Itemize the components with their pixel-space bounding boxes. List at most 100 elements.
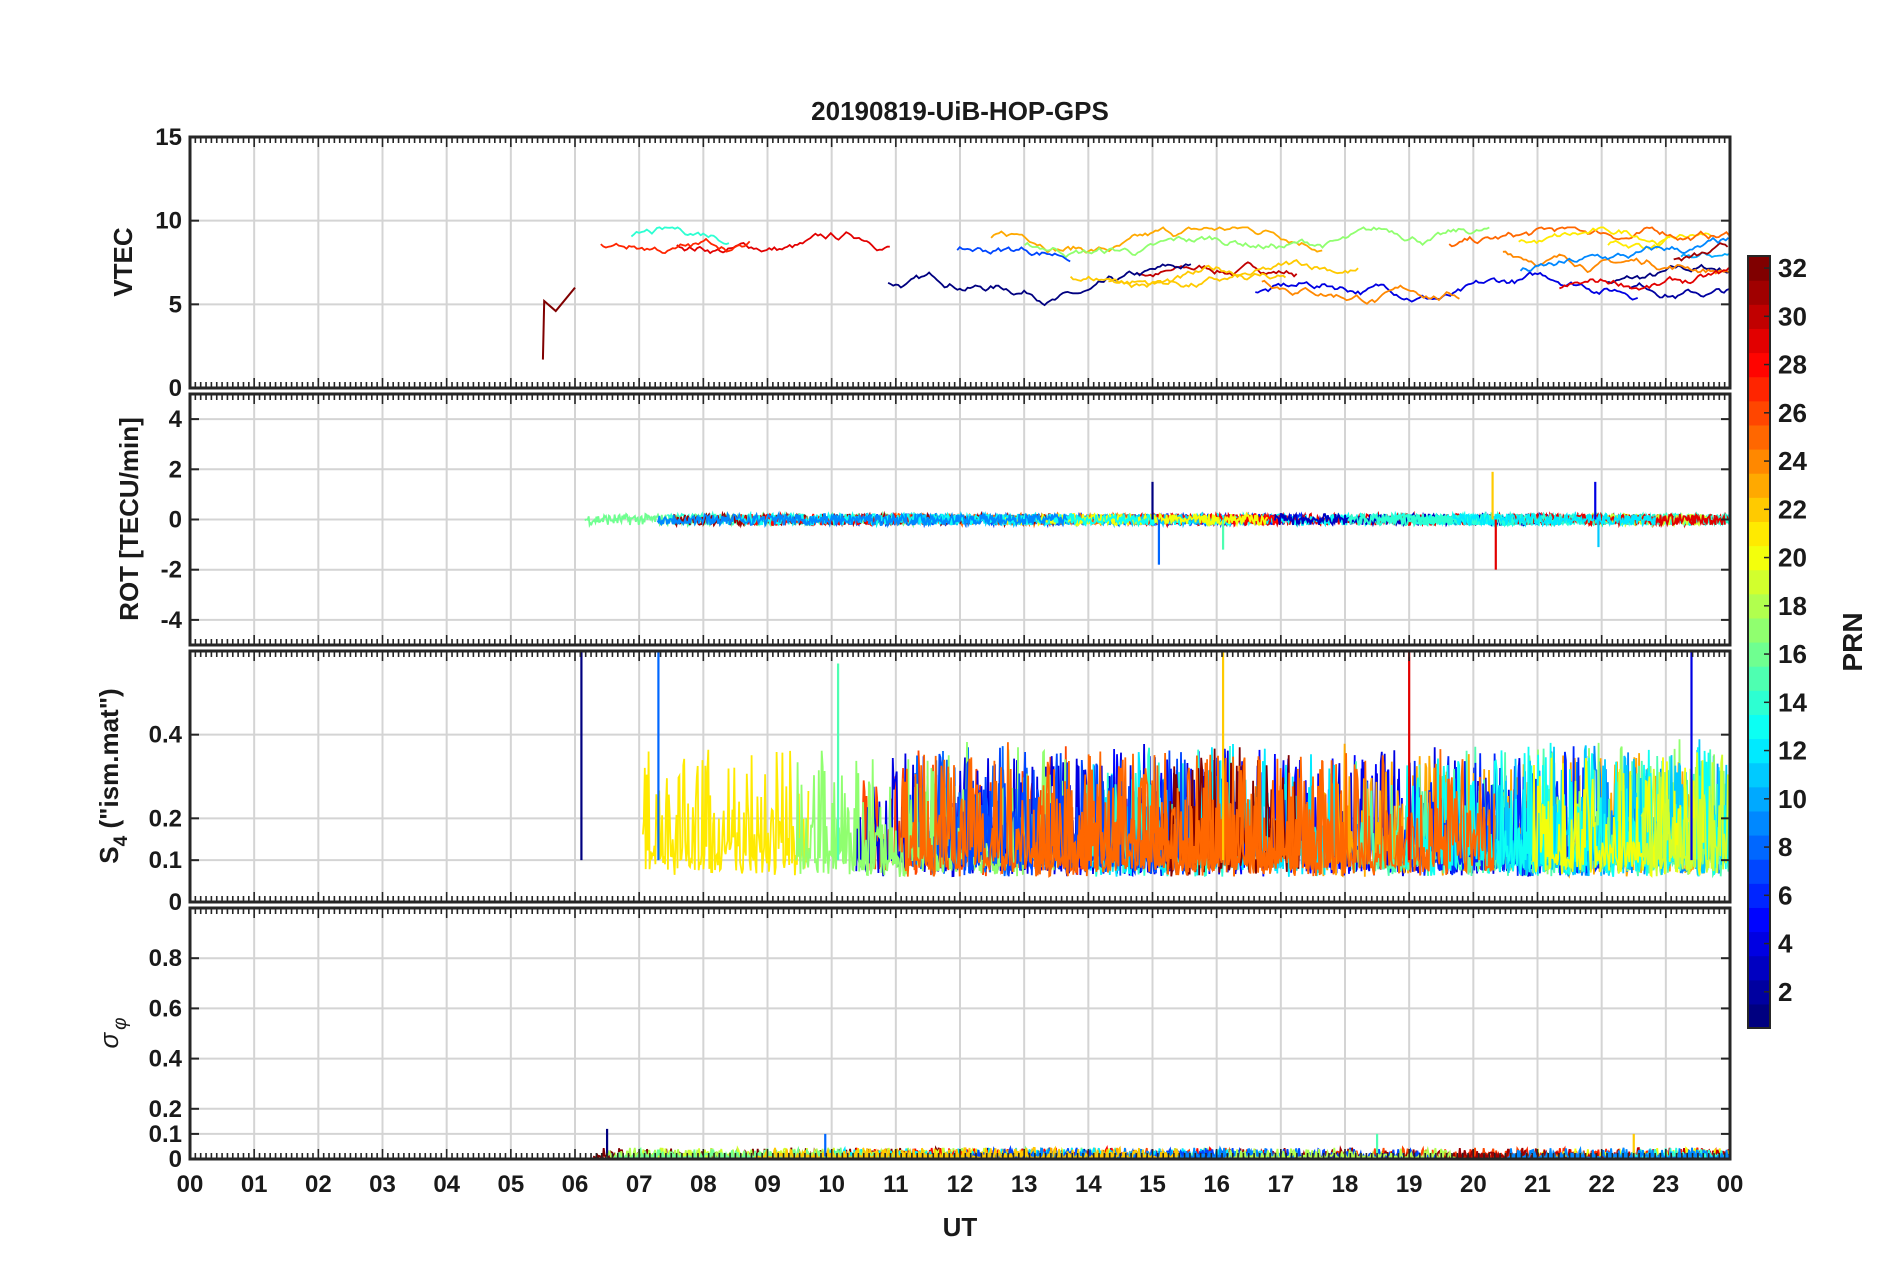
colorbar-tick-label: 30 — [1778, 301, 1807, 331]
x-tick-label: 08 — [690, 1171, 717, 1198]
x-tick-label: 18 — [1332, 1171, 1359, 1198]
colorbar-band — [1748, 593, 1770, 619]
vtec-prn-trace — [1519, 236, 1730, 272]
x-tick-label: 13 — [1011, 1171, 1038, 1198]
sigma-ytick-label: 0.4 — [149, 1046, 183, 1073]
vtec-prn-trace — [1448, 226, 1730, 248]
s4-ytick-label: 0.1 — [149, 847, 182, 874]
rot-prn-trace — [1452, 511, 1657, 528]
rot-ylabel: ROT [TECU/min] — [114, 417, 144, 621]
colorbar-band — [1748, 738, 1770, 764]
sigma-axes-frame — [188, 906, 1732, 1161]
vtec-prn-trace — [1261, 279, 1460, 305]
vtec-prn-trace — [1673, 242, 1729, 262]
x-axis-label: UT — [943, 1212, 978, 1242]
colorbar-band — [1748, 979, 1770, 1005]
colorbar-band — [1748, 473, 1770, 498]
s4-axes-frame — [188, 649, 1732, 904]
rot-traces — [584, 471, 1730, 570]
sigma-prn-trace — [1225, 1145, 1456, 1159]
rot-ytick-label: 4 — [169, 406, 183, 433]
x-tick-label: 23 — [1652, 1171, 1679, 1198]
vtec-prn-trace — [1255, 271, 1638, 303]
colorbar-tick-label: 28 — [1778, 350, 1807, 380]
x-tick-label: 19 — [1396, 1171, 1423, 1198]
x-tick-label: 06 — [562, 1171, 589, 1198]
colorbar-band — [1748, 569, 1770, 595]
x-tick-label: 20 — [1460, 1171, 1487, 1198]
x-tick-label: 12 — [947, 1171, 974, 1198]
s4-ylabel-rest: ("ism.mat") — [94, 688, 124, 835]
colorbar-tick-label: 2 — [1778, 977, 1792, 1007]
x-tick-label: 10 — [818, 1171, 845, 1198]
colorbar-band — [1748, 352, 1770, 378]
colorbar-frame — [1747, 255, 1771, 1029]
vtec-ytick-label: 5 — [169, 291, 182, 318]
colorbar-tick-label: 6 — [1778, 880, 1792, 910]
s4-prn-trace — [1405, 742, 1730, 877]
sigma-ylabel: σφ — [94, 1017, 131, 1048]
s4-prn-trace — [1640, 752, 1730, 877]
rot-ytick-label: 0 — [169, 507, 182, 534]
colorbar-band — [1748, 690, 1770, 715]
sigma-ytick-label: 0.6 — [149, 995, 182, 1022]
colorbar-band — [1748, 1003, 1770, 1029]
colorbar-tick-label: 18 — [1778, 591, 1807, 621]
colorbar-band — [1748, 859, 1770, 884]
sigma-ytick-label: 0.2 — [149, 1096, 182, 1123]
vtec-prn-trace — [1628, 281, 1730, 300]
colorbar-band — [1748, 762, 1770, 788]
vtec-ytick-label: 0 — [169, 375, 182, 402]
x-tick-label: 02 — [305, 1171, 332, 1198]
rot-prn-trace — [656, 510, 1068, 529]
vtec-prn-trace — [1108, 264, 1287, 289]
colorbar-band — [1748, 666, 1770, 691]
x-tick-label: 00 — [177, 1171, 204, 1198]
colorbar-band — [1748, 883, 1770, 908]
colorbar-tick-label: 16 — [1778, 639, 1807, 669]
vtec-prn-trace — [1607, 232, 1712, 251]
colorbar-band — [1748, 810, 1770, 836]
colorbar-band — [1748, 280, 1770, 305]
x-tick-label: 11 — [883, 1171, 908, 1198]
vtec-prn-trace — [1024, 226, 1490, 259]
colorbar-tick-label: 12 — [1778, 736, 1807, 766]
rot-prn-trace — [1576, 512, 1726, 529]
vtec-prn-trace — [676, 231, 890, 255]
x-tick-label: 21 — [1524, 1171, 1551, 1198]
s4-ylabel-sub: 4 — [111, 835, 132, 846]
colorbar-band — [1748, 786, 1770, 812]
colorbar-band — [1748, 497, 1770, 522]
s4-ytick-label: 0.2 — [149, 805, 182, 832]
vtec-traces — [541, 226, 1730, 360]
s4-ylabel: S4 ("ism.mat") — [94, 688, 132, 863]
colorbar-band — [1748, 376, 1770, 402]
x-tick-label: 16 — [1203, 1171, 1230, 1198]
colorbar-tick-label: 22 — [1778, 494, 1807, 524]
chart-title: 20190819-UiB-HOP-GPS — [811, 96, 1109, 126]
colorbar-tick-label: 10 — [1778, 784, 1807, 814]
sigma-grid — [190, 908, 1730, 1159]
x-tick-labels: 00 01 02 03 04 05 06 07 08 09 10 11 12 13 14 15 16 17 18 19… — [177, 1171, 1744, 1198]
x-tick-label: 17 — [1267, 1171, 1294, 1198]
x-tick-label: 00 — [1717, 1171, 1744, 1198]
vtec-prn-trace — [600, 237, 751, 255]
colorbar-tick-label: 32 — [1778, 253, 1807, 283]
x-tick-label: 04 — [433, 1171, 460, 1198]
vtec-prn-trace — [1559, 267, 1730, 291]
colorbar-band — [1748, 256, 1770, 281]
x-tick-label: 03 — [369, 1171, 396, 1198]
vtec-grid — [190, 137, 1730, 388]
vtec-prn-trace — [1137, 261, 1298, 278]
panel-vtec: 0 5 10 15 VTEC — [108, 124, 1732, 402]
vtec-ytick-label: 15 — [155, 124, 182, 151]
panel-sigma-phi: 00.10.2 0.4 0.6 0.8 σφ — [94, 906, 1732, 1173]
vtec-prn-trace — [887, 263, 1192, 307]
colorbar-band — [1748, 328, 1770, 354]
vtec-prn-trace — [1518, 226, 1671, 247]
rot-ytick-label: 2 — [169, 456, 182, 483]
colorbar-tick-label: 4 — [1778, 929, 1793, 959]
sigma-ylabel-sub: φ — [110, 1017, 131, 1029]
